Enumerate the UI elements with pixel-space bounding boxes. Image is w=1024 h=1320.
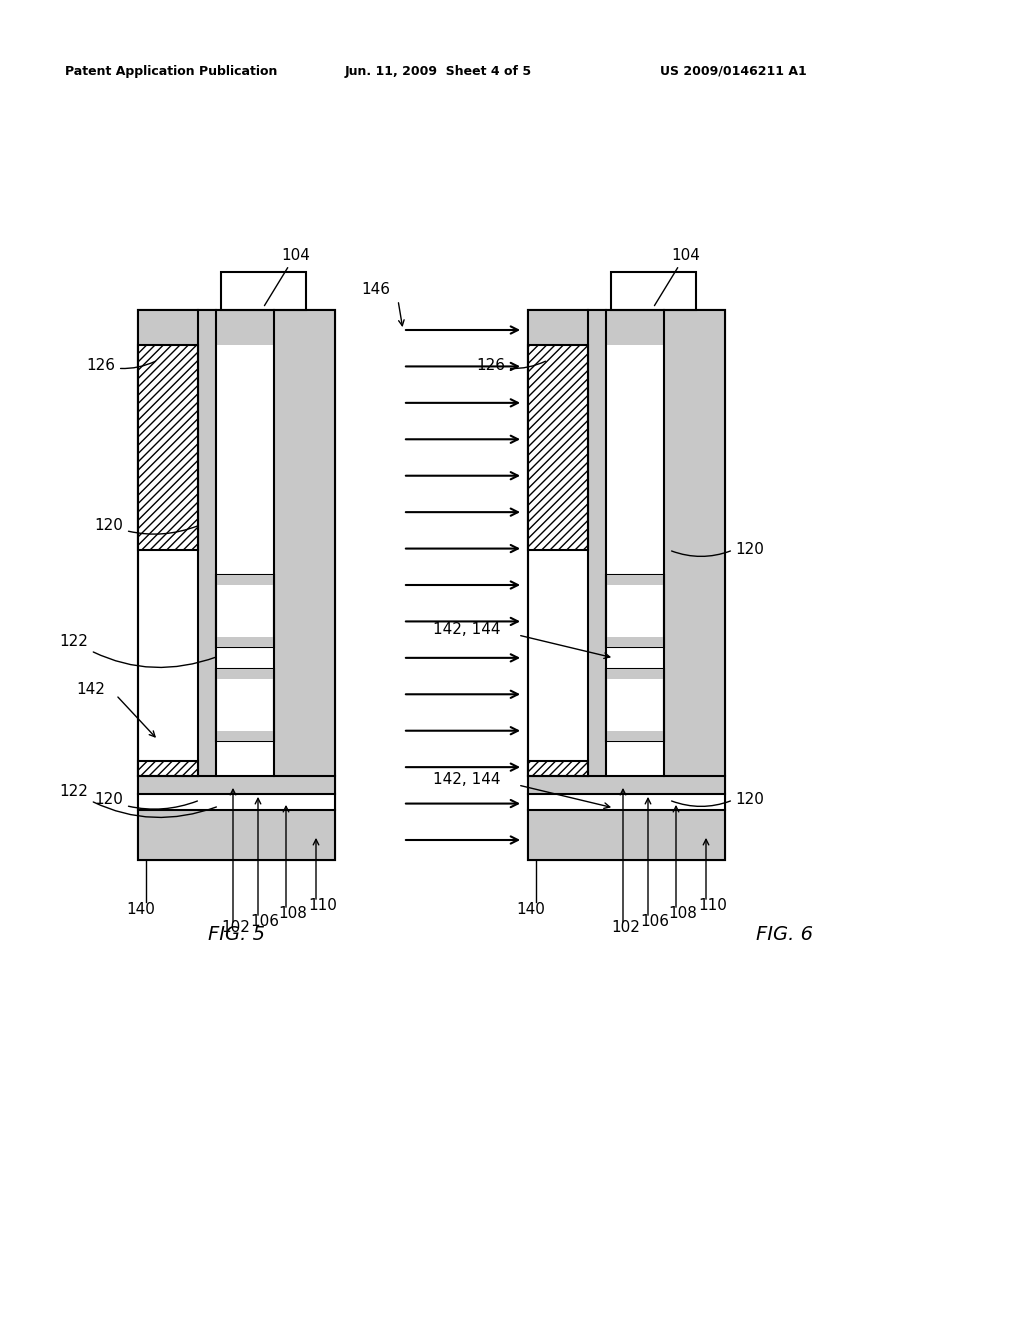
Bar (528, 310, 725, 345)
Text: FIG. 5: FIG. 5 (208, 925, 264, 945)
Bar (198, 310, 216, 776)
Bar (611, 272, 696, 310)
Bar (216, 669, 274, 678)
Bar (138, 776, 335, 795)
Bar (528, 776, 725, 795)
Bar (528, 345, 588, 550)
Bar (274, 310, 335, 776)
Text: Jun. 11, 2009  Sheet 4 of 5: Jun. 11, 2009 Sheet 4 of 5 (345, 65, 532, 78)
Bar (138, 310, 335, 861)
Bar (216, 576, 274, 647)
Text: 120: 120 (94, 792, 198, 809)
Text: FIG. 6: FIG. 6 (757, 925, 813, 945)
Bar (216, 731, 274, 741)
Bar (216, 669, 274, 741)
Text: 106: 106 (640, 915, 669, 929)
Text: 140: 140 (516, 903, 545, 917)
Text: 106: 106 (250, 915, 279, 929)
Bar (528, 310, 725, 861)
Bar (606, 731, 664, 741)
Bar (588, 310, 606, 776)
Bar (606, 669, 664, 741)
Text: 126: 126 (476, 358, 546, 372)
Text: 110: 110 (698, 898, 727, 912)
Bar (528, 795, 725, 810)
Text: 120: 120 (735, 792, 764, 808)
Text: 142, 144: 142, 144 (433, 623, 501, 638)
Text: 102: 102 (221, 920, 250, 936)
Text: 142, 144: 142, 144 (433, 772, 501, 788)
Bar (221, 272, 306, 310)
Bar (528, 310, 725, 861)
Bar (138, 795, 335, 810)
Text: 120: 120 (94, 517, 198, 535)
Text: Patent Application Publication: Patent Application Publication (65, 65, 278, 78)
Text: 140: 140 (126, 903, 155, 917)
Text: 108: 108 (278, 907, 307, 921)
Text: 104: 104 (264, 248, 310, 306)
Bar (606, 638, 664, 647)
Text: 126: 126 (86, 358, 156, 372)
Bar (216, 576, 274, 585)
Bar (528, 810, 725, 861)
Bar (606, 669, 664, 678)
Text: 142: 142 (76, 682, 104, 697)
Text: 122: 122 (59, 784, 216, 817)
Bar (138, 762, 198, 776)
Bar (138, 810, 335, 861)
Text: 122: 122 (59, 634, 216, 668)
Bar (138, 345, 198, 550)
Text: 120: 120 (735, 543, 764, 557)
Text: 108: 108 (668, 907, 697, 921)
Text: US 2009/0146211 A1: US 2009/0146211 A1 (660, 65, 807, 78)
Bar (528, 762, 588, 776)
Bar (606, 576, 664, 647)
Bar (138, 310, 335, 345)
Bar (138, 310, 335, 861)
Text: 110: 110 (308, 898, 337, 912)
Bar (664, 310, 725, 776)
Text: 102: 102 (611, 920, 640, 936)
Bar (216, 638, 274, 647)
Text: 146: 146 (361, 282, 390, 297)
Bar (606, 576, 664, 585)
Text: 104: 104 (654, 248, 699, 306)
